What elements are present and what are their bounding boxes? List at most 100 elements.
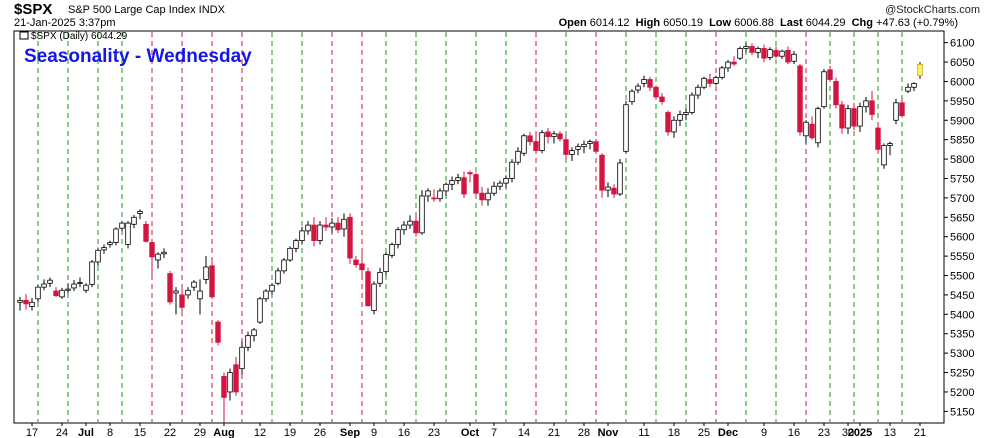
- candle-body: [635, 85, 641, 91]
- candle-body: [227, 372, 233, 393]
- candle-body: [323, 224, 329, 228]
- candle-body: [95, 249, 101, 263]
- candle-body: [263, 290, 269, 300]
- candle-body: [605, 186, 611, 191]
- candle-body: [575, 146, 581, 150]
- candle-body: [599, 154, 605, 191]
- candle-body: [515, 150, 521, 163]
- x-tick-label: Oct: [461, 427, 480, 438]
- y-tick-label: 5850: [950, 135, 974, 147]
- candle-body: [113, 228, 119, 243]
- candle-body: [257, 298, 263, 323]
- y-tick-label: 5900: [950, 115, 974, 127]
- candle-body: [863, 100, 869, 108]
- candle-body: [305, 224, 311, 232]
- candle-body: [293, 240, 299, 249]
- candle-body: [281, 259, 287, 272]
- candle-body: [59, 289, 65, 298]
- y-tick-label: 5300: [950, 348, 974, 360]
- candle-body: [467, 172, 473, 175]
- y-tick-label: 5250: [950, 368, 974, 380]
- candle-body: [653, 86, 659, 98]
- candle-body: [395, 229, 401, 245]
- low-label: Low: [709, 17, 732, 29]
- candle-body: [389, 244, 395, 256]
- candle-body: [611, 187, 617, 195]
- candle-body: [779, 50, 785, 57]
- candle-body: [617, 162, 623, 195]
- candle-body: [185, 289, 191, 296]
- y-tick-label: 5400: [950, 309, 974, 321]
- y-tick-label: 5450: [950, 290, 974, 302]
- candle-body: [65, 288, 71, 291]
- x-tick-label: Jul: [78, 427, 94, 438]
- candle-body: [191, 281, 197, 288]
- x-tick-label: 24: [56, 427, 68, 438]
- candle-body: [347, 216, 353, 259]
- candle-body: [773, 50, 779, 57]
- candle-body: [35, 286, 41, 300]
- chart-header: $SPX S&P 500 Large Cap Index INDX @Stock…: [0, 0, 990, 30]
- y-tick-label: 5550: [950, 251, 974, 263]
- x-tick-label: Aug: [213, 427, 234, 438]
- candle-body: [77, 282, 83, 284]
- candle-body: [443, 183, 449, 192]
- candle-body: [29, 301, 35, 307]
- low-value: 6006.88: [734, 17, 774, 29]
- candle-body: [737, 48, 743, 59]
- candle-body: [917, 63, 923, 77]
- candle-body: [497, 182, 503, 187]
- candle-body: [155, 253, 161, 261]
- x-tick-label: 16: [398, 427, 410, 438]
- x-tick-label: 30: [842, 427, 854, 438]
- candle-body: [803, 121, 809, 137]
- candle-body: [335, 222, 341, 231]
- candle-body: [755, 48, 761, 53]
- candle-body: [161, 251, 167, 255]
- candle-body: [431, 197, 437, 200]
- candle-body: [47, 279, 53, 284]
- candle-body: [275, 270, 281, 284]
- candle-body: [209, 265, 215, 298]
- candle-body: [317, 224, 323, 241]
- candle-body: [629, 90, 635, 103]
- candle-body: [767, 49, 773, 58]
- candle-body: [419, 195, 425, 234]
- candle-body: [251, 329, 257, 337]
- legend-label: $SPX (Daily) 6044.29: [31, 31, 128, 42]
- candle-body: [179, 294, 185, 308]
- symbol-label: $SPX: [14, 1, 53, 18]
- candle-body: [491, 185, 497, 194]
- candle-body: [461, 177, 467, 195]
- candle-body: [677, 114, 683, 121]
- candle-body: [545, 131, 551, 137]
- x-tick-label: 12: [254, 427, 266, 438]
- candle-body: [857, 106, 863, 127]
- candle-body: [107, 242, 113, 245]
- chg-value: +47.63 (+0.79%): [876, 17, 958, 29]
- candle-body: [593, 141, 599, 152]
- x-tick-label: Sep: [340, 427, 360, 438]
- x-tick-label: 21: [914, 427, 926, 438]
- x-tick-label: 14: [518, 427, 530, 438]
- x-tick-label: 29: [194, 427, 206, 438]
- candle-body: [893, 102, 899, 121]
- candle-body: [239, 346, 245, 370]
- candle-body: [761, 48, 767, 59]
- candle-body: [371, 283, 377, 311]
- candle-body: [221, 376, 227, 398]
- candle-body: [455, 177, 461, 181]
- candle-body: [425, 190, 431, 197]
- candle-body: [521, 135, 527, 154]
- ohlc-readout: Open 6014.12 High 6050.19 Low 6006.88 La…: [559, 17, 958, 29]
- candle-body: [215, 321, 221, 343]
- y-tick-label: 5500: [950, 271, 974, 283]
- candle-body: [269, 284, 275, 292]
- x-tick-label: 7: [491, 427, 497, 438]
- candle-body: [839, 104, 845, 129]
- candle-body: [503, 178, 509, 184]
- candle-body: [509, 161, 515, 179]
- x-tick-label: 23: [818, 427, 830, 438]
- candle-body: [563, 139, 569, 155]
- candle-body: [911, 82, 917, 88]
